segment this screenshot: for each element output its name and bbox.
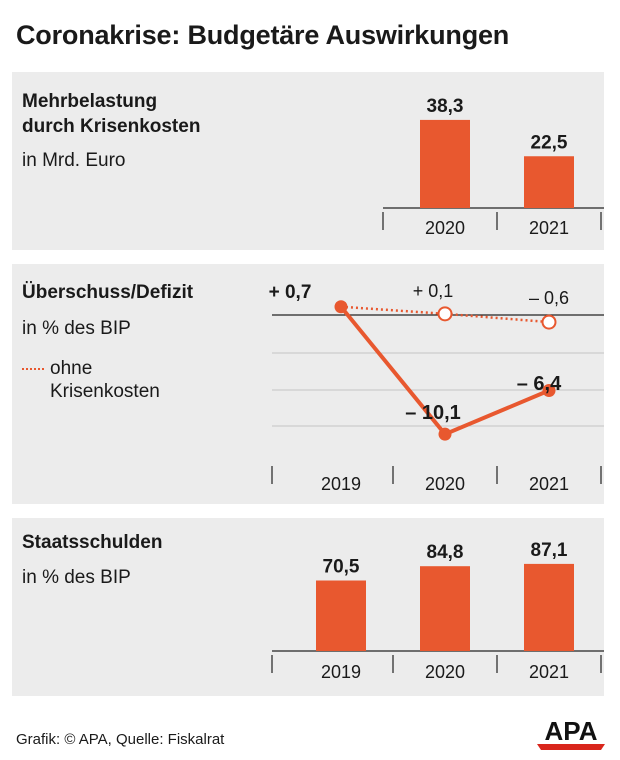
apa-logo: APA: [537, 717, 605, 750]
x-tick-label: 2020: [425, 218, 465, 238]
bar-value-label: 70,5: [323, 557, 360, 578]
data-label: – 10,1: [405, 402, 461, 424]
bar-value-label: 38,3: [427, 96, 464, 117]
bar: [420, 119, 470, 208]
x-tick-label: 2021: [529, 474, 569, 494]
data-label: + 0,7: [269, 282, 312, 303]
panel-unit: in % des BIP: [22, 567, 131, 588]
apa-logo-text: APA: [545, 717, 598, 746]
chart-schulden: 70,5 2019 84,8 2020 87,1 2021: [271, 540, 604, 682]
legend-dotted-line: [22, 368, 44, 370]
page-title: Coronakrise: Budgetäre Auswirkungen: [16, 20, 510, 50]
x-tick-label: 2020: [425, 662, 465, 682]
data-label: + 0,1: [413, 281, 454, 301]
x-tick-label: 2021: [529, 218, 569, 238]
panel-schulden: Staatsschulden in % des BIP 70,5 2019 84,8…: [12, 518, 604, 696]
data-label: – 6,4: [517, 373, 562, 395]
chart-krisenkosten: 38,3 2020 22,5 2021: [382, 96, 604, 238]
data-point: [438, 427, 452, 441]
x-tick-label: 2019: [321, 662, 361, 682]
data-point: [542, 384, 556, 398]
bar-value-label: 84,8: [427, 542, 464, 563]
panel-defizit: Überschuss/Defizit in % des BIP ohne Kri…: [12, 264, 604, 504]
x-tick-label: 2021: [529, 662, 569, 682]
bar: [524, 563, 574, 651]
legend-label-line2: Krisenkosten: [50, 381, 160, 402]
bar-value-label: 22,5: [531, 132, 568, 153]
bar: [524, 156, 574, 208]
data-point: [334, 300, 348, 314]
legend-label-line1: ohne: [50, 358, 93, 379]
x-tick-label: 2020: [425, 474, 465, 494]
panel-title: Überschuss/Defizit: [22, 282, 194, 303]
data-point-ohne-krisenkosten: [437, 306, 453, 322]
data-label: – 0,6: [529, 288, 569, 308]
panel-title-line1: Mehrbelastung: [22, 91, 158, 112]
bar-value-label: 87,1: [531, 540, 568, 561]
panel-unit: in Mrd. Euro: [22, 150, 126, 171]
bar: [420, 566, 470, 651]
panel-title: Staatsschulden: [22, 532, 163, 553]
data-point-ohne-krisenkosten: [541, 314, 557, 330]
panel-krisenkosten: Mehrbelastung durch Krisenkosten in Mrd.…: [12, 72, 604, 250]
apa-logo-bar: [537, 744, 605, 750]
source-credit: Grafik: © APA, Quelle: Fiskalrat: [16, 731, 225, 748]
panel-title-line2: durch Krisenkosten: [22, 116, 201, 137]
x-tick-label: 2019: [321, 474, 361, 494]
bar: [316, 580, 366, 651]
panel-unit: in % des BIP: [22, 318, 131, 339]
chart-defizit: 2019 2020 2021 + 0,1 – 0,6 + 0,7 – 10,1 – 6,4: [269, 281, 604, 494]
